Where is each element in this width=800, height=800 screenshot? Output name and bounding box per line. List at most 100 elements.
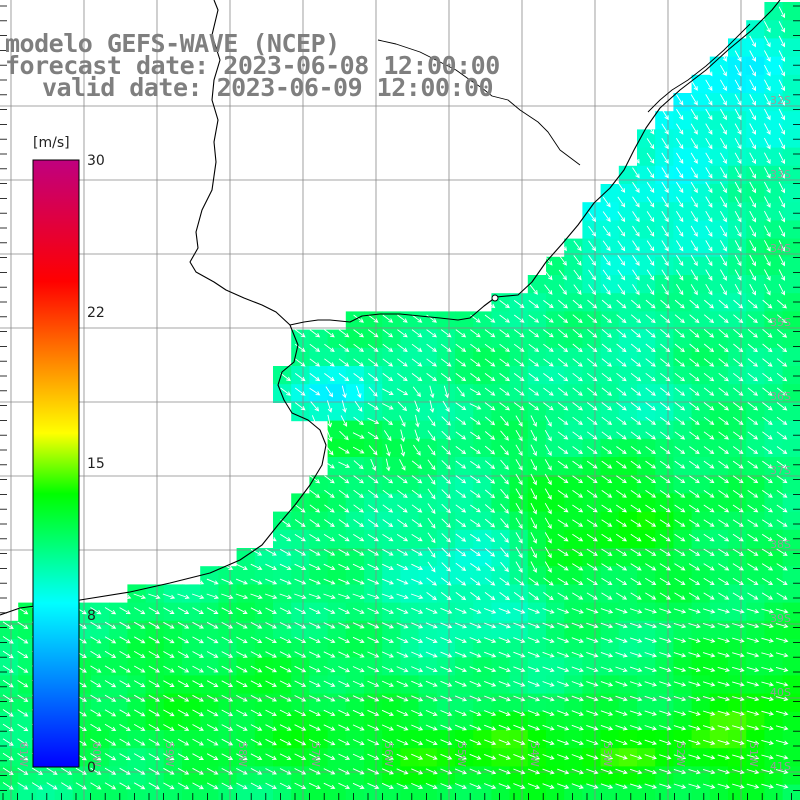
field-cell <box>618 493 638 513</box>
field-cell <box>582 457 602 476</box>
field-cell <box>327 420 347 440</box>
wind-arrow <box>177 636 190 644</box>
wind-arrow <box>674 372 686 382</box>
field-cell <box>709 220 729 240</box>
wind-arrow <box>645 328 656 338</box>
field-cell <box>400 329 420 349</box>
wind-arrow <box>571 651 584 658</box>
wind-arrow <box>659 563 671 571</box>
field-cell <box>782 202 800 221</box>
field-cell <box>582 202 602 221</box>
field-cell <box>400 475 420 494</box>
wind-arrow <box>441 460 451 470</box>
wind-arrow <box>632 269 640 281</box>
wind-arrow <box>659 402 671 411</box>
wind-arrow <box>747 577 759 585</box>
field-cell <box>728 493 747 513</box>
field-cell <box>691 420 711 440</box>
field-cell <box>145 675 165 695</box>
wind-arrow <box>528 358 540 367</box>
wind-arrow <box>659 490 671 498</box>
wind-arrow <box>221 724 234 731</box>
wind-arrow <box>776 592 788 600</box>
wind-arrow <box>500 445 509 456</box>
wind-arrow <box>309 373 321 382</box>
wind-arrow <box>163 636 175 644</box>
field-cell <box>618 238 638 258</box>
wind-arrow <box>718 387 729 396</box>
wind-arrow <box>90 709 102 717</box>
field-cell <box>364 639 383 658</box>
field-cell <box>455 730 474 749</box>
field-cell <box>546 675 565 695</box>
wind-arrow <box>775 725 789 731</box>
wind-arrow <box>778 240 786 252</box>
wind-arrow <box>133 680 146 688</box>
wind-arrow <box>352 782 365 790</box>
wind-arrow <box>615 695 628 702</box>
field-cell <box>182 657 201 676</box>
wind-arrow <box>353 504 364 513</box>
wind-arrow <box>778 254 786 267</box>
wind-arrow <box>500 518 509 529</box>
wind-arrow <box>586 533 598 542</box>
wind-arrow <box>601 328 612 338</box>
wind-arrow <box>324 489 335 498</box>
field-cell <box>145 584 165 604</box>
field-cell <box>546 329 565 349</box>
latitude-label: 37S <box>770 464 791 477</box>
wind-arrow <box>661 181 669 194</box>
wind-arrow <box>542 666 555 673</box>
wind-arrow <box>381 578 394 585</box>
field-cell <box>564 529 583 549</box>
wind-arrow <box>720 225 727 238</box>
field-cell <box>527 438 547 458</box>
field-cell <box>200 602 219 622</box>
wind-arrow <box>326 400 333 413</box>
wind-arrow <box>676 123 684 135</box>
field-cell <box>200 657 219 676</box>
wind-arrow <box>659 577 671 585</box>
wind-arrow <box>747 416 759 425</box>
field-cell <box>691 202 711 221</box>
wind-arrow <box>338 329 350 338</box>
field-cell <box>527 493 547 513</box>
field-cell <box>400 311 420 331</box>
wind-arrow <box>265 534 277 542</box>
wind-arrow <box>587 328 598 338</box>
field-cell <box>746 147 765 167</box>
field-cell <box>91 657 110 676</box>
field-cell <box>491 475 511 494</box>
wind-arrow <box>601 563 613 571</box>
wind-arrow <box>425 753 438 760</box>
wind-arrow <box>732 710 745 716</box>
field-cell <box>564 256 583 276</box>
wind-arrow <box>749 210 756 223</box>
wind-arrow <box>776 548 788 556</box>
wind-arrow <box>294 724 307 731</box>
wind-arrow <box>294 329 306 338</box>
wind-arrow <box>2 782 14 790</box>
wind-arrow <box>718 402 729 411</box>
wind-arrow <box>705 269 713 281</box>
wind-arrow <box>455 504 467 513</box>
field-cell <box>728 38 747 58</box>
wind-arrow <box>602 211 611 223</box>
wind-arrow <box>177 651 190 658</box>
wind-arrow <box>705 64 713 77</box>
field-cell <box>218 657 238 676</box>
wind-arrow <box>498 637 511 643</box>
wind-arrow <box>455 358 467 367</box>
wind-arrow <box>689 402 700 411</box>
wind-arrow <box>571 754 584 760</box>
wind-arrow <box>705 210 713 223</box>
wind-arrow <box>236 665 248 673</box>
wind-arrow <box>31 782 44 790</box>
field-cell <box>418 420 438 440</box>
wind-arrow <box>629 783 643 789</box>
field-cell <box>637 602 656 622</box>
wind-arrow <box>528 300 540 309</box>
field-cell <box>436 784 456 800</box>
wind-arrow <box>749 167 756 179</box>
field-cell <box>728 347 747 367</box>
